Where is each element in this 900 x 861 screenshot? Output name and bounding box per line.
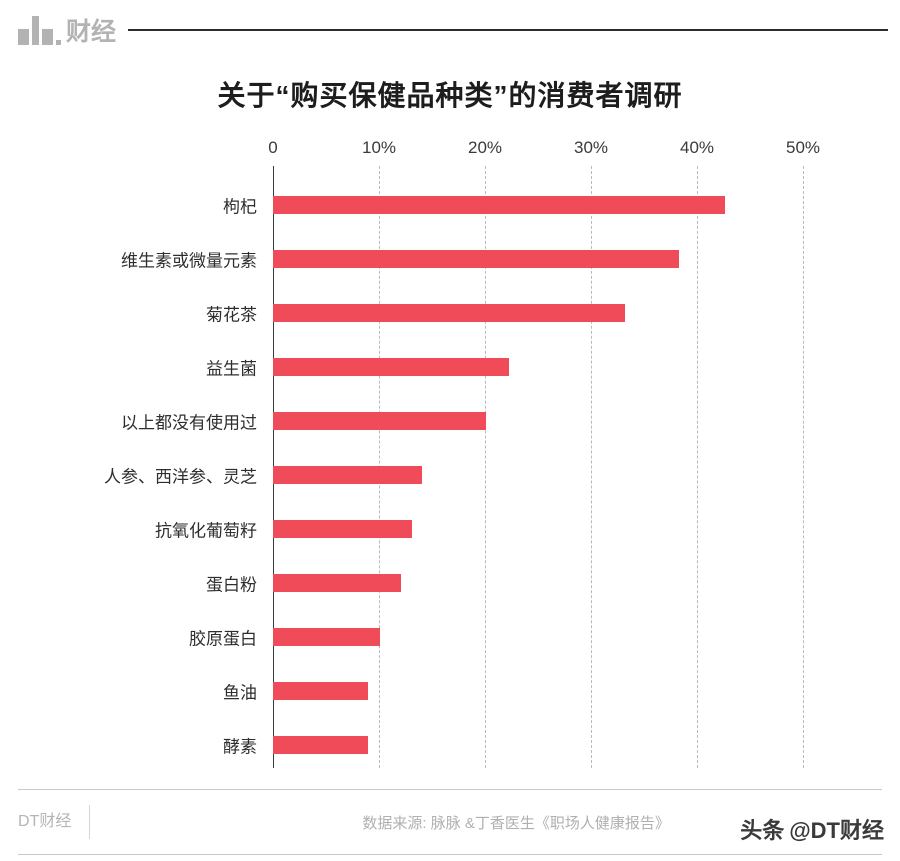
page-header: 财经 bbox=[0, 0, 900, 56]
category-label: 蛋白粉 bbox=[206, 575, 257, 595]
bar bbox=[273, 628, 381, 646]
bar bbox=[273, 520, 412, 538]
category-label: 人参、西洋参、灵芝 bbox=[104, 467, 257, 487]
page-footer: DT财经 数据来源: 脉脉 &丁香医生《职场人健康报告》 bbox=[0, 789, 900, 861]
x-tick-label: 40% bbox=[679, 138, 715, 157]
bar-row: 维生素或微量元素 bbox=[0, 232, 900, 286]
category-label: 以上都没有使用过 bbox=[121, 413, 257, 433]
dt-logo-icon bbox=[18, 15, 61, 45]
x-tick-label: 0 bbox=[268, 138, 278, 157]
page-title: 关于“购买保健品种类”的消费者调研 bbox=[217, 80, 683, 111]
category-label: 益生菌 bbox=[206, 359, 257, 379]
category-label: 维生素或微量元素 bbox=[121, 251, 257, 271]
category-label: 酵素 bbox=[223, 737, 257, 757]
category-label: 抗氧化葡萄籽 bbox=[155, 521, 257, 541]
bar-chart: 0 10% 20% 30% 40% 50% 枸杞维生素或微量元素菊花茶益生菌以上都没有使用… bbox=[0, 138, 900, 768]
x-tick-label: 50% bbox=[785, 138, 821, 157]
bar-row: 鱼油 bbox=[0, 664, 900, 718]
bar bbox=[273, 358, 510, 376]
gridline bbox=[591, 166, 592, 768]
bar bbox=[273, 412, 487, 430]
bar bbox=[273, 466, 423, 484]
bar-row: 胶原蛋白 bbox=[0, 610, 900, 664]
x-axis-tick-labels: 0 10% 20% 30% 40% 50% bbox=[0, 138, 900, 164]
x-tick-label: 20% bbox=[467, 138, 503, 157]
category-label: 菊花茶 bbox=[206, 305, 257, 325]
category-label: 枸杞 bbox=[223, 197, 257, 217]
bar bbox=[273, 250, 679, 268]
gridline bbox=[803, 166, 804, 768]
bar-row: 人参、西洋参、灵芝 bbox=[0, 448, 900, 502]
footer-brand: DT财经 bbox=[18, 805, 91, 839]
gridline bbox=[697, 166, 698, 768]
bar-row: 蛋白粉 bbox=[0, 556, 900, 610]
x-tick-label: 30% bbox=[573, 138, 609, 157]
bar bbox=[273, 682, 369, 700]
bar-row: 以上都没有使用过 bbox=[0, 394, 900, 448]
category-label: 鱼油 bbox=[223, 683, 257, 703]
bar bbox=[273, 574, 402, 592]
x-tick-label: 10% bbox=[361, 138, 397, 157]
footer-divider-top bbox=[18, 789, 882, 790]
bar-row: 枸杞 bbox=[0, 178, 900, 232]
header-divider bbox=[128, 29, 888, 31]
plot-area: 枸杞维生素或微量元素菊花茶益生菌以上都没有使用过人参、西洋参、灵芝抗氧化葡萄籽蛋… bbox=[0, 166, 900, 768]
bar bbox=[273, 736, 369, 754]
bar-row: 菊花茶 bbox=[0, 286, 900, 340]
logo-label: 财经 bbox=[66, 18, 117, 46]
dt-logo: 财经 bbox=[18, 11, 116, 45]
bar-row: 酵素 bbox=[0, 718, 900, 772]
gridline bbox=[485, 166, 486, 768]
bar bbox=[273, 304, 625, 322]
bar-row: 抗氧化葡萄籽 bbox=[0, 502, 900, 556]
footer-source: 数据来源: 脉脉 &丁香医生《职场人健康报告》 bbox=[362, 814, 670, 832]
bar bbox=[273, 196, 725, 214]
footer-divider-bottom bbox=[18, 854, 882, 855]
category-label: 胶原蛋白 bbox=[189, 629, 257, 649]
bar-row: 益生菌 bbox=[0, 340, 900, 394]
